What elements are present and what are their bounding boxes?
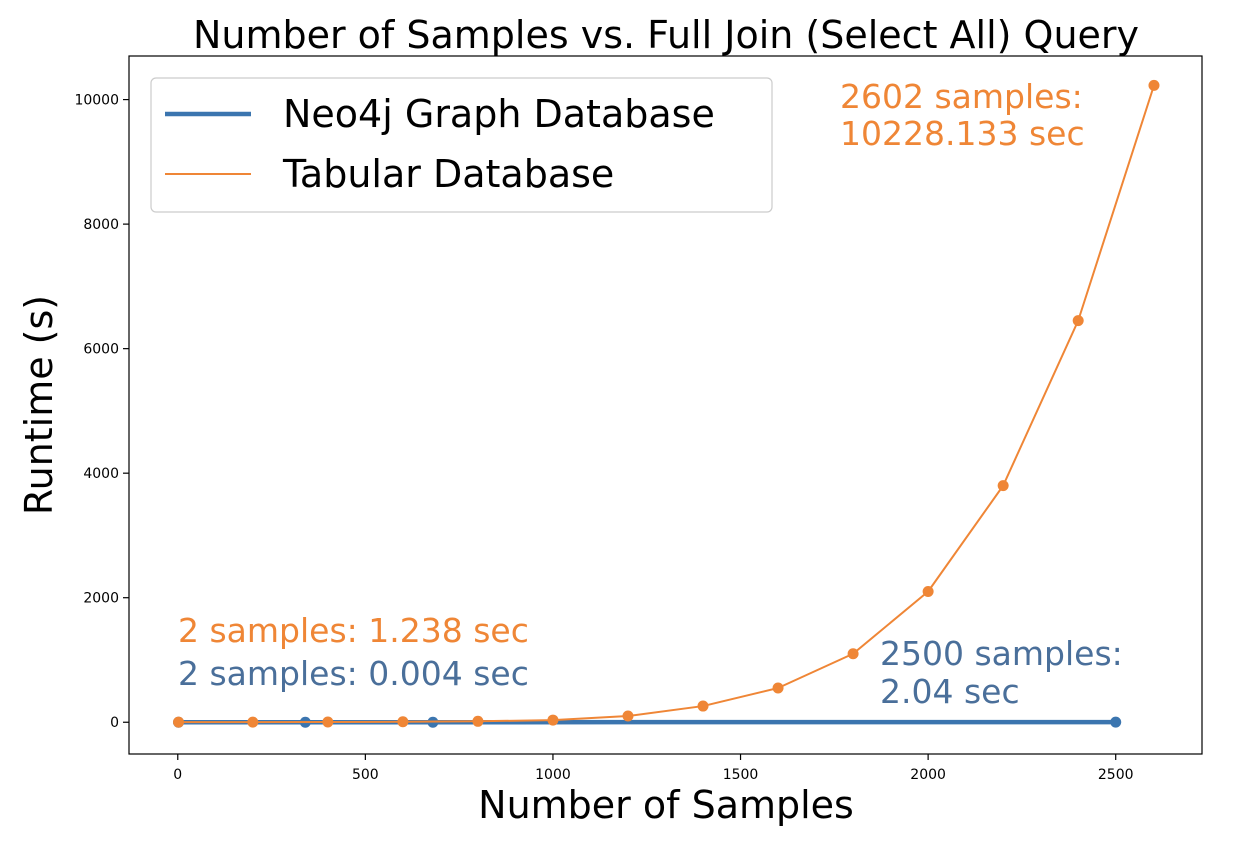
data-point-tabular (322, 716, 333, 727)
data-point-tabular (923, 586, 934, 597)
annotation-line: 2 samples: 0.004 sec (178, 654, 529, 693)
data-point-tabular (173, 717, 184, 728)
data-point-tabular (247, 717, 258, 728)
x-tick-label: 500 (352, 767, 379, 783)
y-tick-label: 8000 (83, 217, 119, 233)
annotation-neo4j-min: 2 samples: 0.004 sec (178, 654, 529, 693)
data-point-tabular (998, 480, 1009, 491)
y-tick-label: 10000 (74, 93, 119, 109)
x-tick-label: 0 (173, 767, 182, 783)
data-point-tabular (397, 716, 408, 727)
chart-title: Number of Samples vs. Full Join (Select … (193, 13, 1139, 57)
annotation-line: 2 samples: 1.238 sec (178, 611, 529, 650)
data-point-tabular (1073, 315, 1084, 326)
x-axis-ticks: 0 500 1000 1500 2000 2500 (173, 754, 1133, 783)
data-point-tabular (698, 701, 709, 712)
data-point-tabular (1148, 80, 1159, 91)
x-tick-label: 2000 (910, 767, 946, 783)
y-tick-label: 4000 (83, 466, 119, 482)
annotation-tabular-min: 2 samples: 1.238 sec (178, 611, 529, 650)
data-point-tabular (773, 682, 784, 693)
annotation-tabular-max: 2602 samples: 10228.133 sec (840, 77, 1093, 153)
y-axis-ticks: 0 2000 4000 6000 8000 10000 (74, 93, 129, 732)
x-tick-label: 1500 (723, 767, 759, 783)
legend: Neo4j Graph Database Tabular Database (151, 78, 772, 212)
annotation-neo4j-max: 2500 samples: 2.04 sec (880, 634, 1133, 711)
legend-label-neo4j: Neo4j Graph Database (283, 92, 715, 136)
y-tick-label: 2000 (83, 591, 119, 607)
data-point-tabular (622, 711, 633, 722)
data-point-tabular (472, 716, 483, 727)
annotation-line: 2602 samples: (840, 77, 1083, 116)
x-tick-label: 1000 (535, 767, 571, 783)
x-axis-label: Number of Samples (478, 783, 854, 827)
annotation-line: 2.04 sec (880, 672, 1020, 711)
annotation-line: 10228.133 sec (840, 114, 1085, 153)
legend-label-tabular: Tabular Database (282, 152, 614, 196)
y-axis-label: Runtime (s) (17, 295, 61, 515)
data-point-neo4j (1110, 717, 1121, 728)
y-tick-label: 6000 (83, 342, 119, 358)
x-tick-label: 2500 (1098, 767, 1134, 783)
annotation-line: 2500 samples: (880, 634, 1123, 673)
data-point-tabular (848, 648, 859, 659)
y-tick-label: 0 (110, 715, 119, 731)
data-point-tabular (547, 715, 558, 726)
